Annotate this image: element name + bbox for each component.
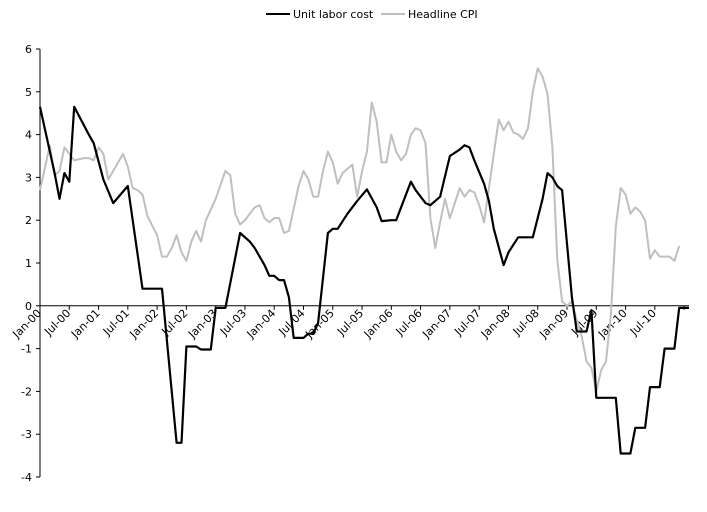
x-tick-label: Jul-05	[334, 307, 366, 339]
legend: Unit labor cost Headline CPI	[266, 8, 478, 21]
y-tick-label: 5	[25, 86, 32, 99]
series-line-headline-cpi	[39, 67, 681, 393]
x-tick-label: Jan-01	[68, 307, 103, 342]
y-tick-label: 1	[25, 257, 32, 270]
y-tick-label: 3	[25, 171, 32, 184]
x-tick-label: Jan-06	[361, 307, 396, 342]
legend-label-headline-cpi: Headline CPI	[408, 8, 478, 21]
y-tick-label: -2	[21, 385, 32, 398]
x-tick-label: Jan-02	[127, 307, 162, 342]
x-tick-label: Jul-01	[100, 307, 132, 339]
axes: -4-3-2-10123456Jan-00Jul-00Jan-01Jul-01J…	[10, 43, 689, 484]
x-tick-label: Jul-10	[627, 307, 659, 339]
y-tick-label: -4	[21, 471, 32, 484]
x-tick-label: Jan-10	[595, 307, 630, 342]
y-tick-label: 6	[25, 43, 32, 56]
x-tick-label: Jan-07	[419, 307, 454, 342]
series-line-unit-labor-cost	[38, 105, 689, 455]
legend-label-unit-labor-cost: Unit labor cost	[293, 8, 374, 21]
y-tick-label: -1	[21, 343, 32, 356]
x-tick-label: Jul-08	[510, 307, 542, 339]
x-tick-label: Jul-07	[451, 307, 483, 339]
x-tick-label: Jul-00	[41, 307, 73, 339]
y-tick-label: 0	[25, 300, 32, 313]
x-tick-label: Jan-04	[244, 307, 279, 342]
series-layer	[38, 67, 689, 455]
y-tick-label: 2	[25, 214, 32, 227]
y-tick-label: -3	[21, 428, 32, 441]
x-tick-label: Jul-06	[393, 307, 425, 339]
y-tick-label: 4	[25, 129, 32, 142]
x-tick-label: Jul-03	[217, 307, 249, 339]
x-tick-label: Jan-09	[537, 307, 572, 342]
x-tick-label: Jan-08	[478, 307, 513, 342]
